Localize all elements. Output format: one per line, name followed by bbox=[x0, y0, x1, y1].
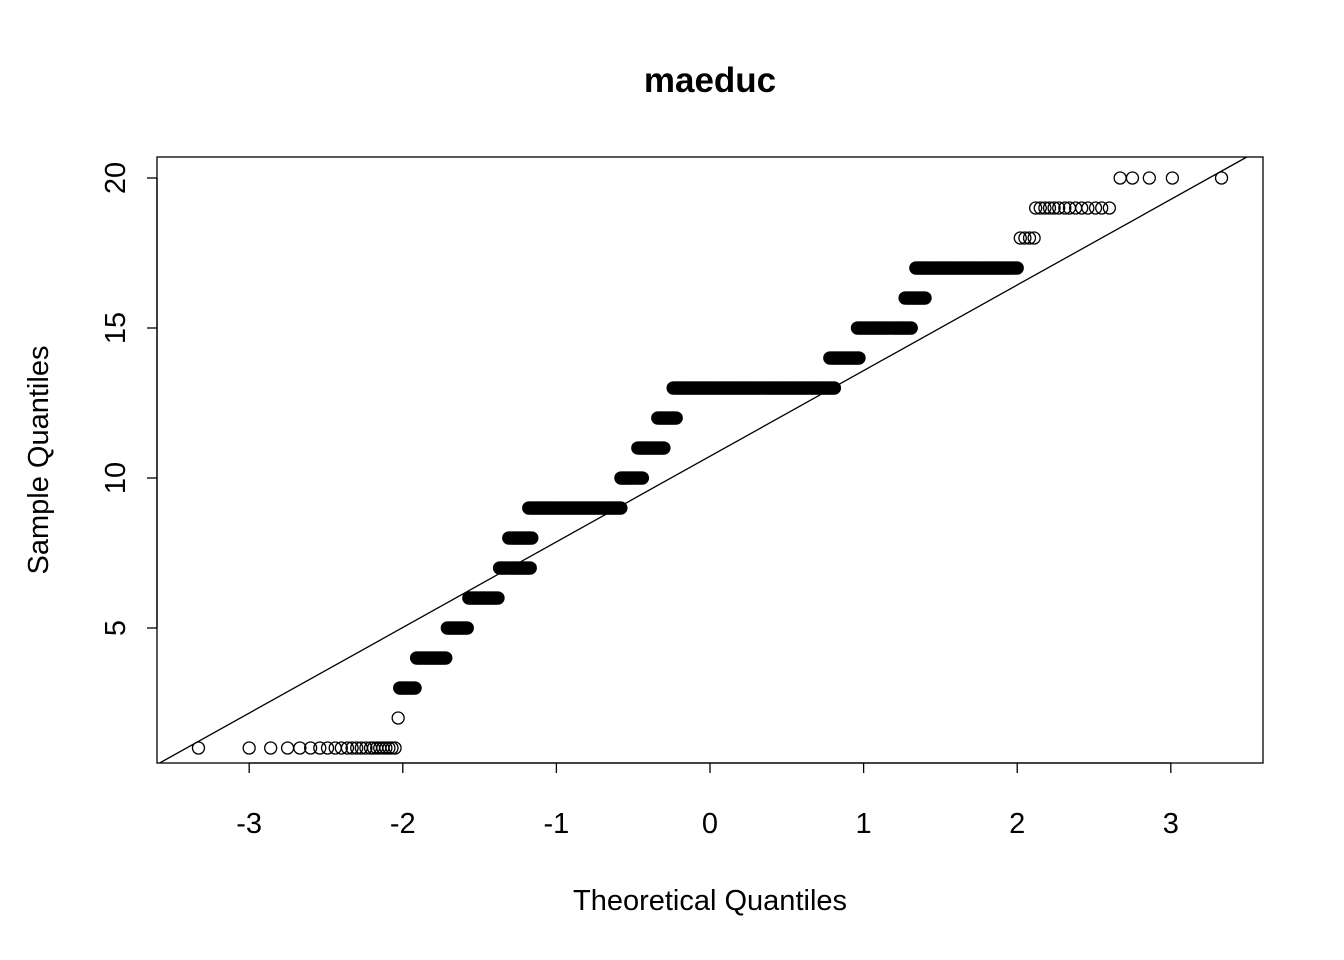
data-point bbox=[293, 741, 307, 755]
data-point bbox=[334, 741, 348, 755]
data-point bbox=[1038, 201, 1052, 215]
data-point bbox=[391, 711, 405, 725]
data-point bbox=[1042, 201, 1057, 215]
x-tick-label: 1 bbox=[856, 808, 872, 840]
data-point bbox=[1052, 201, 1066, 215]
data-point bbox=[303, 741, 318, 755]
data-point bbox=[350, 741, 364, 755]
data-point bbox=[827, 381, 842, 395]
data-point bbox=[1165, 171, 1180, 185]
data-point bbox=[523, 561, 537, 575]
data-point bbox=[1075, 201, 1089, 215]
data-point bbox=[669, 411, 683, 425]
data-point bbox=[379, 741, 393, 755]
data-point bbox=[852, 351, 866, 365]
x-tick-label: -1 bbox=[543, 808, 569, 840]
data-point bbox=[1125, 171, 1140, 185]
data-point bbox=[382, 741, 396, 755]
data-point bbox=[1029, 201, 1043, 215]
x-tick-label: 3 bbox=[1163, 808, 1179, 840]
data-point bbox=[359, 741, 373, 755]
data-point bbox=[1022, 231, 1037, 245]
data-point bbox=[1013, 231, 1027, 245]
data-point bbox=[280, 741, 295, 755]
data-point bbox=[525, 531, 539, 545]
plot-frame bbox=[156, 156, 1264, 764]
data-point bbox=[1058, 201, 1072, 215]
x-tick-label: -2 bbox=[390, 808, 416, 840]
y-axis-label: Sample Quantiles bbox=[23, 346, 55, 575]
data-point bbox=[242, 741, 256, 755]
x-axis-label: Theoretical Quantiles bbox=[573, 885, 847, 917]
data-point bbox=[388, 741, 402, 755]
data-point bbox=[345, 741, 359, 755]
data-point bbox=[1102, 201, 1117, 215]
data-point bbox=[313, 741, 327, 755]
data-point bbox=[408, 681, 422, 695]
data-point bbox=[1018, 231, 1032, 245]
x-tick-label: 0 bbox=[702, 808, 718, 840]
data-point bbox=[460, 621, 474, 635]
data-point bbox=[635, 471, 650, 485]
data-point bbox=[1033, 201, 1047, 215]
data-point bbox=[439, 651, 453, 665]
data-point bbox=[614, 501, 628, 515]
reference-line-layer bbox=[159, 156, 1248, 764]
data-point bbox=[1142, 171, 1156, 185]
y-tick-label: 5 bbox=[100, 620, 132, 636]
data-point bbox=[1081, 201, 1095, 215]
data-points bbox=[191, 171, 1229, 755]
y-tick-label: 10 bbox=[100, 462, 132, 494]
data-point bbox=[385, 741, 399, 755]
data-point bbox=[491, 591, 505, 605]
y-tick-label: 15 bbox=[100, 312, 132, 344]
data-point bbox=[657, 441, 671, 455]
y-tick-label: 20 bbox=[100, 162, 132, 194]
data-point bbox=[1010, 261, 1024, 275]
data-point bbox=[264, 741, 278, 755]
chart-title: maeduc bbox=[644, 61, 776, 100]
data-point bbox=[1095, 201, 1109, 215]
x-tick-label: 2 bbox=[1009, 808, 1025, 840]
data-point bbox=[1088, 201, 1103, 215]
data-point bbox=[1214, 171, 1229, 185]
x-tick-label: -3 bbox=[236, 808, 262, 840]
data-point bbox=[1113, 171, 1127, 185]
qq-reference-line bbox=[159, 156, 1248, 764]
data-point bbox=[320, 741, 335, 755]
data-point bbox=[904, 321, 918, 335]
data-point bbox=[1047, 201, 1061, 215]
data-point bbox=[340, 741, 355, 755]
data-point bbox=[1027, 231, 1041, 245]
data-point bbox=[918, 291, 932, 305]
